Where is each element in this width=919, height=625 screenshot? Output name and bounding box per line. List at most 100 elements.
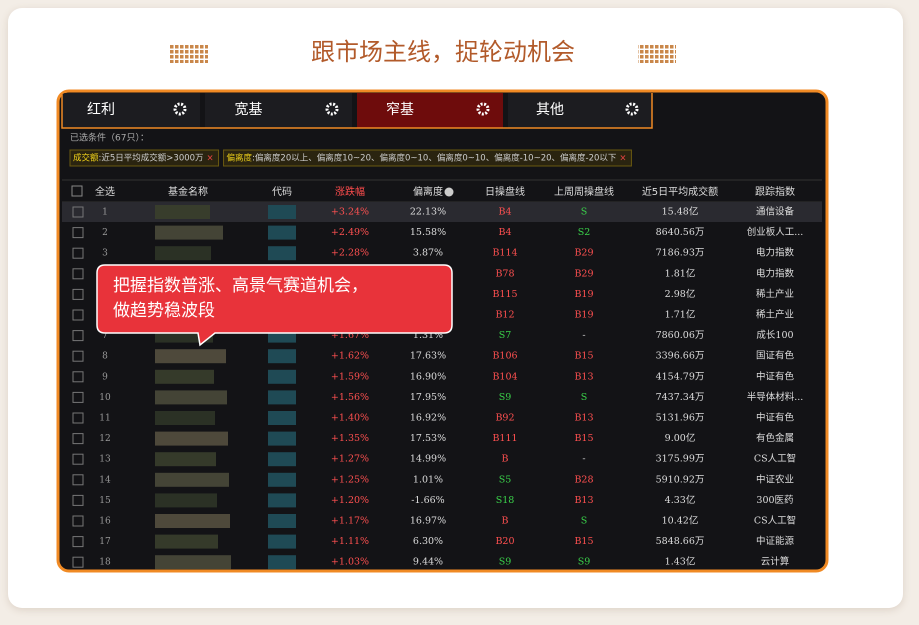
checkbox[interactable] — [72, 288, 84, 300]
callout-text: 做趋势稳波段 — [113, 301, 215, 321]
cell: 17.53% — [410, 433, 446, 444]
cell: B29 — [574, 248, 593, 259]
tab[interactable] — [508, 93, 652, 128]
cell: 2 — [102, 228, 108, 238]
tab[interactable] — [62, 93, 200, 128]
cell: 7437.34万 — [656, 392, 705, 403]
tab[interactable] — [205, 93, 352, 128]
cell: 1.01% — [413, 474, 443, 485]
cell: 14.99% — [410, 454, 446, 465]
help-icon — [444, 187, 454, 197]
blurred-code — [268, 205, 296, 219]
column-header: 上周周操盘线 — [554, 185, 614, 198]
cell: +1.03% — [331, 557, 369, 568]
checkbox[interactable] — [72, 556, 84, 568]
cell: 1 — [102, 208, 108, 218]
cell: 9 — [102, 372, 108, 382]
blurred-name — [155, 205, 210, 219]
blurred-code — [268, 534, 296, 549]
tab-label: 红利 — [87, 102, 115, 118]
checkbox[interactable] — [72, 309, 84, 321]
blurred-code — [268, 369, 296, 384]
cell: S9 — [499, 557, 512, 568]
cell: +2.49% — [331, 227, 369, 238]
cell: 7186.93万 — [656, 248, 705, 259]
blurred-name — [155, 390, 227, 405]
checkbox[interactable] — [71, 185, 83, 197]
cell: 国证有色 — [756, 350, 795, 362]
cell: -1.66% — [411, 495, 444, 506]
cell: B13 — [574, 495, 593, 506]
filter-tag[interactable]: 偏离度:偏离度20以上、偏离度10~20、偏离度0~10、偏离度0~10、偏离度… — [223, 149, 632, 167]
cell: +1.27% — [331, 454, 369, 465]
cell: B19 — [574, 310, 593, 321]
checkbox[interactable] — [72, 433, 84, 445]
cell: 稀土产业 — [756, 309, 794, 321]
checkbox[interactable] — [72, 494, 84, 506]
blurred-code — [268, 246, 296, 261]
filter-tag[interactable]: 成交额:近5日平均成交额>3000万 × — [69, 149, 220, 167]
cell: 18 — [99, 558, 111, 568]
checkbox[interactable] — [72, 371, 84, 383]
cell: B78 — [495, 268, 514, 279]
cell: 17.63% — [410, 351, 446, 362]
column-header: 代码 — [272, 186, 292, 198]
cell: 17.95% — [410, 392, 446, 403]
cell: B19 — [574, 289, 593, 300]
cell: 8 — [102, 352, 108, 362]
cell: 1.81亿 — [665, 267, 696, 279]
cell: +3.24% — [331, 207, 369, 218]
cell: S — [581, 392, 588, 403]
cell: B111 — [492, 433, 517, 444]
cell: +2.28% — [331, 248, 369, 259]
blurred-name — [155, 431, 228, 446]
decor-icon — [170, 45, 208, 63]
cell: 13 — [99, 455, 111, 465]
filter-key: 偏离度 — [227, 153, 253, 164]
cell: 15.58% — [410, 227, 446, 238]
checkbox[interactable] — [72, 206, 84, 218]
cell: 成长100 — [756, 329, 793, 341]
cell: CS人工智 — [754, 453, 796, 465]
cell: B13 — [574, 413, 593, 424]
checkbox[interactable] — [72, 268, 84, 280]
column-header: 日操盘线 — [485, 185, 525, 198]
cell: B — [502, 454, 509, 465]
cell: 10 — [99, 393, 111, 403]
cell: S9 — [578, 557, 591, 568]
checkbox[interactable] — [72, 536, 84, 548]
cell: +1.20% — [331, 495, 369, 506]
column-header: 近5日平均成交额 — [642, 185, 718, 198]
callout-text: 把握指数普涨、高景气赛道机会， — [113, 275, 368, 296]
cell: B15 — [574, 536, 593, 547]
cell: 15.48亿 — [662, 206, 699, 218]
blurred-code — [268, 452, 296, 467]
cell: +1.40% — [331, 413, 369, 424]
cell: B114 — [492, 248, 517, 259]
checkbox[interactable] — [72, 515, 84, 527]
cell: 3.87% — [413, 248, 443, 259]
cell: B4 — [498, 207, 511, 218]
cell: +1.62% — [331, 351, 369, 362]
cell: 4154.79万 — [656, 371, 705, 382]
filter-close: × — [619, 154, 626, 164]
cell: 5131.96万 — [656, 413, 705, 424]
cell: B15 — [574, 433, 593, 444]
checkbox[interactable] — [72, 227, 84, 239]
cell: - — [582, 330, 585, 341]
checkbox[interactable] — [72, 453, 84, 465]
cell: 中证有色 — [756, 370, 795, 382]
checkbox[interactable] — [72, 247, 84, 259]
blurred-code — [268, 349, 296, 364]
blurred-name — [155, 534, 218, 549]
checkbox[interactable] — [72, 412, 84, 424]
cell: +1.56% — [331, 392, 369, 403]
column-header: 全选 — [95, 185, 115, 198]
checkbox[interactable] — [72, 474, 84, 486]
checkbox[interactable] — [72, 350, 84, 362]
checkbox[interactable] — [72, 330, 84, 342]
tab[interactable] — [357, 93, 503, 128]
checkbox[interactable] — [72, 391, 84, 403]
filter-key: 成交额 — [73, 153, 99, 164]
